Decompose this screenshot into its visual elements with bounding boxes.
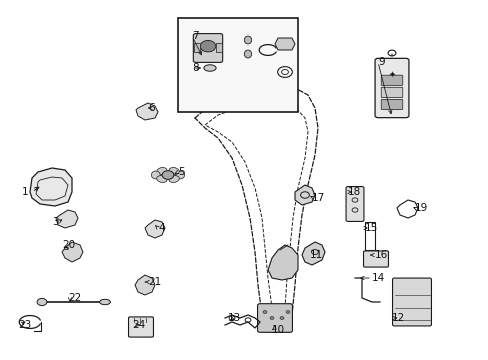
Circle shape	[37, 298, 47, 306]
Bar	[364, 222, 374, 250]
Circle shape	[162, 171, 174, 179]
Text: 1: 1	[21, 187, 28, 197]
Ellipse shape	[244, 36, 251, 44]
FancyBboxPatch shape	[128, 317, 153, 337]
Polygon shape	[56, 210, 78, 228]
Circle shape	[280, 316, 284, 319]
FancyBboxPatch shape	[178, 18, 297, 112]
Text: 20: 20	[62, 240, 75, 250]
Text: 4: 4	[158, 223, 164, 233]
FancyBboxPatch shape	[381, 87, 402, 98]
Ellipse shape	[169, 176, 179, 183]
Polygon shape	[294, 185, 314, 205]
Text: 23: 23	[18, 320, 31, 330]
Text: 19: 19	[414, 203, 427, 213]
Ellipse shape	[151, 171, 160, 179]
Polygon shape	[135, 275, 155, 295]
FancyBboxPatch shape	[346, 186, 363, 221]
Circle shape	[285, 311, 289, 314]
Text: 9: 9	[377, 57, 384, 67]
Text: 22: 22	[68, 293, 81, 303]
Text: 7: 7	[192, 31, 198, 41]
Bar	[215, 43, 221, 52]
Text: 12: 12	[391, 313, 405, 323]
FancyBboxPatch shape	[363, 251, 387, 267]
Text: 8: 8	[192, 63, 198, 73]
Text: 3: 3	[52, 217, 59, 227]
Polygon shape	[145, 220, 164, 238]
Text: 18: 18	[347, 187, 361, 197]
Ellipse shape	[244, 50, 251, 58]
Polygon shape	[267, 245, 297, 280]
Polygon shape	[136, 103, 158, 120]
Ellipse shape	[169, 167, 179, 174]
Circle shape	[269, 316, 273, 319]
Text: 5: 5	[178, 167, 184, 177]
Ellipse shape	[203, 65, 216, 71]
Polygon shape	[274, 38, 294, 50]
Polygon shape	[30, 168, 72, 206]
Text: 10: 10	[271, 325, 285, 335]
Polygon shape	[302, 242, 325, 265]
FancyBboxPatch shape	[392, 278, 430, 326]
Text: 21: 21	[148, 277, 161, 287]
FancyBboxPatch shape	[193, 33, 222, 62]
Text: 11: 11	[309, 250, 323, 260]
Ellipse shape	[176, 171, 184, 179]
Ellipse shape	[157, 176, 167, 183]
Text: ✦: ✦	[387, 70, 395, 79]
Text: 13: 13	[227, 313, 241, 323]
Circle shape	[200, 40, 215, 52]
Ellipse shape	[100, 299, 110, 305]
Text: 6: 6	[148, 103, 154, 113]
FancyBboxPatch shape	[381, 75, 402, 85]
Text: 16: 16	[374, 250, 387, 260]
Text: 24: 24	[132, 320, 145, 330]
Text: 14: 14	[371, 273, 385, 283]
Polygon shape	[62, 242, 83, 262]
Text: 15: 15	[364, 223, 378, 233]
Circle shape	[263, 311, 266, 314]
FancyBboxPatch shape	[257, 304, 292, 332]
Ellipse shape	[157, 167, 167, 174]
Text: 17: 17	[311, 193, 325, 203]
Bar	[194, 43, 200, 52]
FancyBboxPatch shape	[374, 58, 408, 118]
FancyBboxPatch shape	[381, 99, 402, 110]
